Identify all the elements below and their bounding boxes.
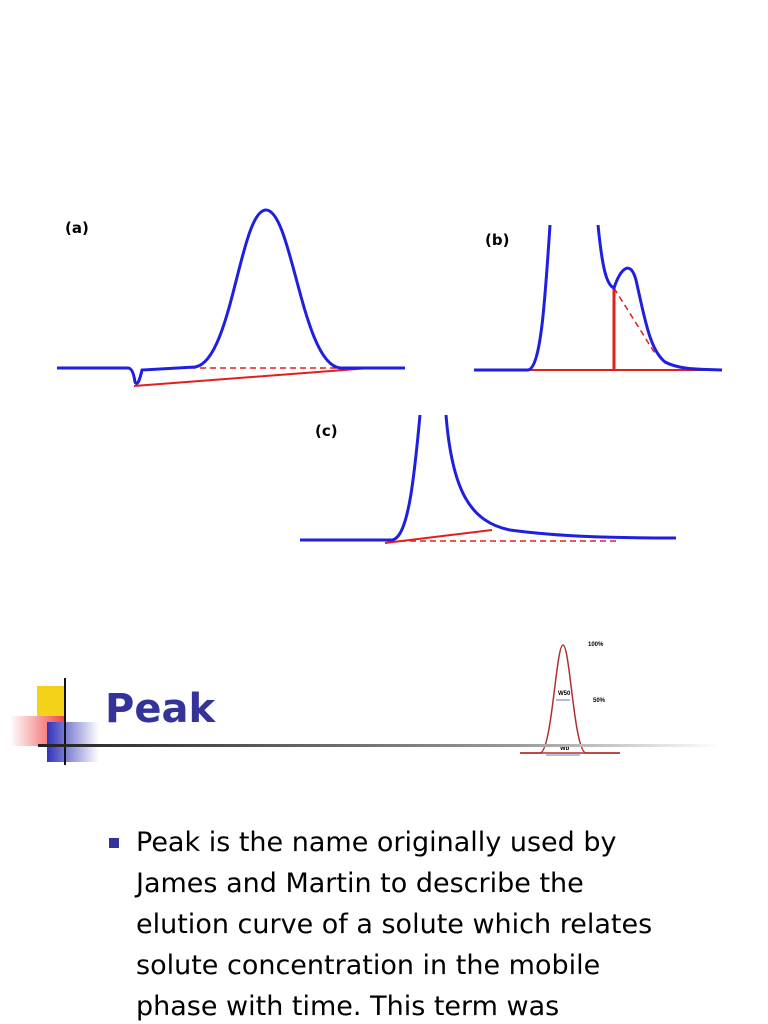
curve [300,414,422,542]
square [37,686,65,718]
baseline [384,529,493,544]
rule [38,744,720,747]
figure-b: (b) [474,224,723,372]
baseline [133,367,371,387]
curve [474,224,552,372]
bullet-line: Peak is the name originally used by [136,827,617,858]
diagram-label: 100% [588,642,604,648]
bullet-line: James and Martin to describe the [134,868,584,899]
bullet [109,838,119,848]
figure-label: (c) [315,422,338,440]
diagram-label: Wb [560,746,570,752]
peak-diagram: 100% W50 50% Wb [520,642,620,756]
bullet-line: solute concentration in the mobile [136,950,600,981]
figure-a: (a) [57,208,405,387]
curve [444,414,677,540]
slide-title: Peak [105,686,216,732]
diagram-label: 50% [593,698,606,704]
curve [520,644,620,754]
dashed-skim [613,287,657,356]
diagram-label: W50 [558,691,571,697]
figure-label: (b) [485,231,509,249]
square [47,722,99,762]
bullet-line: phase with time. This term was [136,991,559,1022]
figure-c: (c) [300,414,677,544]
figure-label: (a) [65,219,89,237]
curve [596,224,723,372]
bullet-text: Peak is the name originally used by James… [134,827,652,1022]
bullet-line: elution curve of a solute which relates [136,909,652,940]
curve [57,208,405,385]
title-decoration [10,678,720,765]
